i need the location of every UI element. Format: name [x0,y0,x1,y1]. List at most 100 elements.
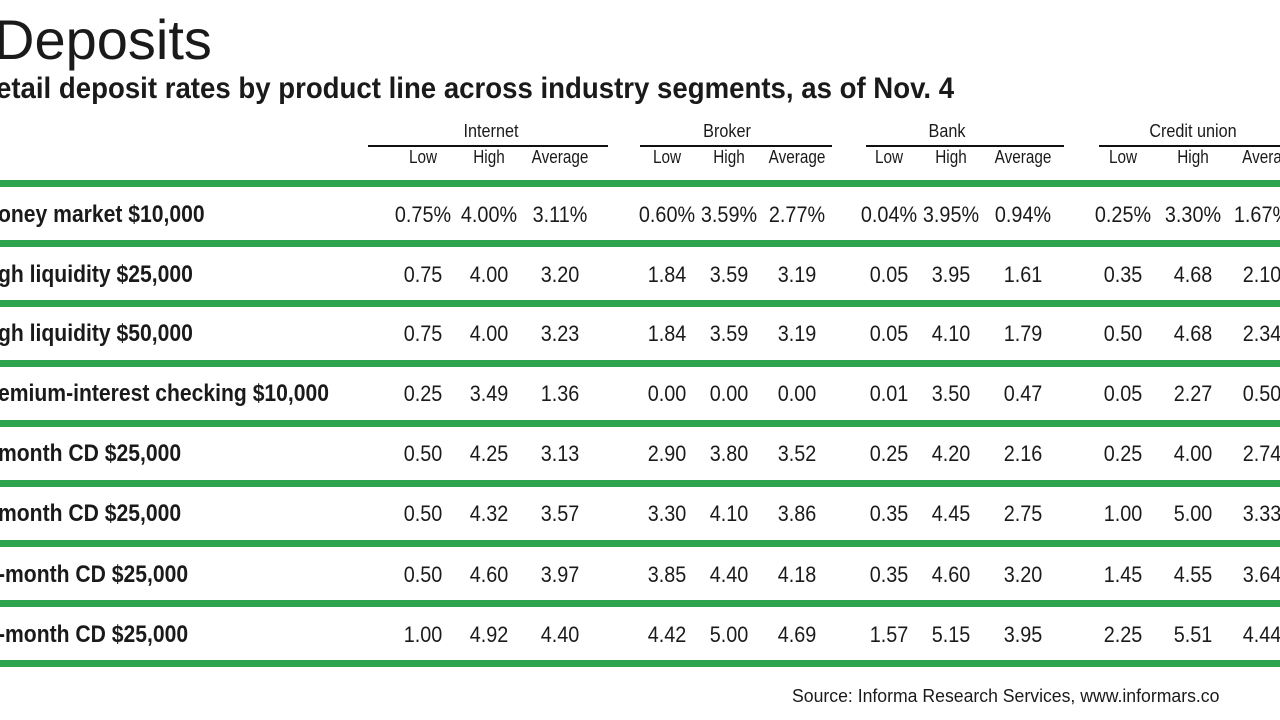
table-cell: 0.05 [1103,381,1143,406]
table-cell: 4.68 [1173,321,1213,346]
table-cell: 0.35 [1103,262,1143,287]
table-cell: 3.33 [1242,501,1280,526]
table-cell: 0.25 [869,441,909,466]
column-header: Average [994,147,1052,167]
table-cell: 0.50 [403,562,443,587]
table-cell: 0.50 [403,441,443,466]
row-label: -month CD $25,000 [0,561,189,588]
row-divider [0,540,1280,547]
table-cell: 3.95% [922,202,980,227]
table-cell: 2.90 [647,441,687,466]
table-cell: 2.74 [1242,441,1280,466]
table-cell: 2.25 [1103,622,1143,647]
column-header: Low [652,147,682,167]
table-cell: 4.00% [460,202,518,227]
row-divider [0,240,1280,247]
table-cell: 4.69 [777,622,817,647]
table-cell: 4.18 [777,562,817,587]
page-title: Deposits [0,8,212,71]
row-divider [0,360,1280,367]
table-cell: 2.27 [1173,381,1213,406]
table-cell: 1.61 [1003,262,1043,287]
column-header: High [713,147,745,167]
table-cell: 2.34 [1242,321,1280,346]
table-cell: 3.59% [700,202,758,227]
table-cell: 3.23 [540,321,580,346]
table-cell: 3.30% [1164,202,1222,227]
row-divider [0,420,1280,427]
column-header: High [935,147,967,167]
table-cell: 3.19 [777,262,817,287]
table-cell: 3.20 [540,262,580,287]
table-cell: 0.01 [869,381,909,406]
table-cell: 4.32 [469,501,509,526]
table-cell: 4.55 [1173,562,1213,587]
column-header: Average [531,147,589,167]
table-cell: 0.35 [869,501,909,526]
table-cell: 4.10 [931,321,971,346]
table-cell: 3.95 [1003,622,1043,647]
table-cell: 1.79 [1003,321,1043,346]
row-label: month CD $25,000 [0,500,182,527]
column-header: Average [768,147,826,167]
table-cell: 3.11% [532,202,588,227]
row-divider [0,660,1280,667]
table-cell: 4.40 [709,562,749,587]
segment-rule [1099,145,1280,147]
table-cell: 3.50 [931,381,971,406]
table-cell: 3.59 [709,321,749,346]
table-cell: 3.95 [931,262,971,287]
table-cell: 3.13 [540,441,580,466]
segment-rule [866,145,1064,147]
row-label: gh liquidity $50,000 [0,320,193,347]
table-cell: 3.57 [540,501,580,526]
table-cell: 0.25 [403,381,443,406]
table-cell: 5.15 [931,622,971,647]
table-cell: 5.51 [1173,622,1213,647]
row-label: -month CD $25,000 [0,621,189,648]
table-cell: 3.97 [540,562,580,587]
table-cell: 0.25 [1103,441,1143,466]
table-cell: 3.64 [1242,562,1280,587]
table-cell: 3.20 [1003,562,1043,587]
table-cell: 4.44 [1242,622,1280,647]
table-cell: 0.04% [860,202,918,227]
table-cell: 1.84 [647,321,687,346]
table-cell: 4.00 [469,321,509,346]
table-cell: 0.50 [1242,381,1280,406]
table-cell: 1.67% [1233,202,1280,227]
table-cell: 4.60 [931,562,971,587]
table-cell: 4.42 [647,622,687,647]
table-cell: 1.00 [1103,501,1143,526]
table-cell: 4.00 [1173,441,1213,466]
row-label: month CD $25,000 [0,440,182,467]
segment-header: Credit union [1149,121,1237,141]
table-cell: 4.40 [540,622,580,647]
table-cell: 1.57 [869,622,909,647]
table-cell: 3.85 [647,562,687,587]
table-cell: 4.10 [709,501,749,526]
row-divider [0,600,1280,607]
row-divider [0,180,1280,187]
page-subtitle: etail deposit rates by product line acro… [0,72,955,105]
table-cell: 5.00 [1173,501,1213,526]
table-cell: 3.86 [777,501,817,526]
table-cell: 0.05 [869,262,909,287]
row-divider [0,480,1280,487]
table-cell: 0.75 [403,262,443,287]
table-cell: 2.75 [1003,501,1043,526]
table-cell: 4.25 [469,441,509,466]
table-cell: 2.16 [1003,441,1043,466]
table-cell: 1.00 [403,622,443,647]
table-cell: 0.75% [394,202,452,227]
table-cell: 0.50 [1103,321,1143,346]
row-label: oney market $10,000 [0,201,205,228]
table-cell: 4.68 [1173,262,1213,287]
table-cell: 2.77% [768,202,826,227]
table-cell: 0.00 [777,381,817,406]
table-cell: 4.60 [469,562,509,587]
segment-header: Broker [703,121,751,141]
table-cell: 3.19 [777,321,817,346]
segment-rule [640,145,832,147]
table-cell: 4.00 [469,262,509,287]
